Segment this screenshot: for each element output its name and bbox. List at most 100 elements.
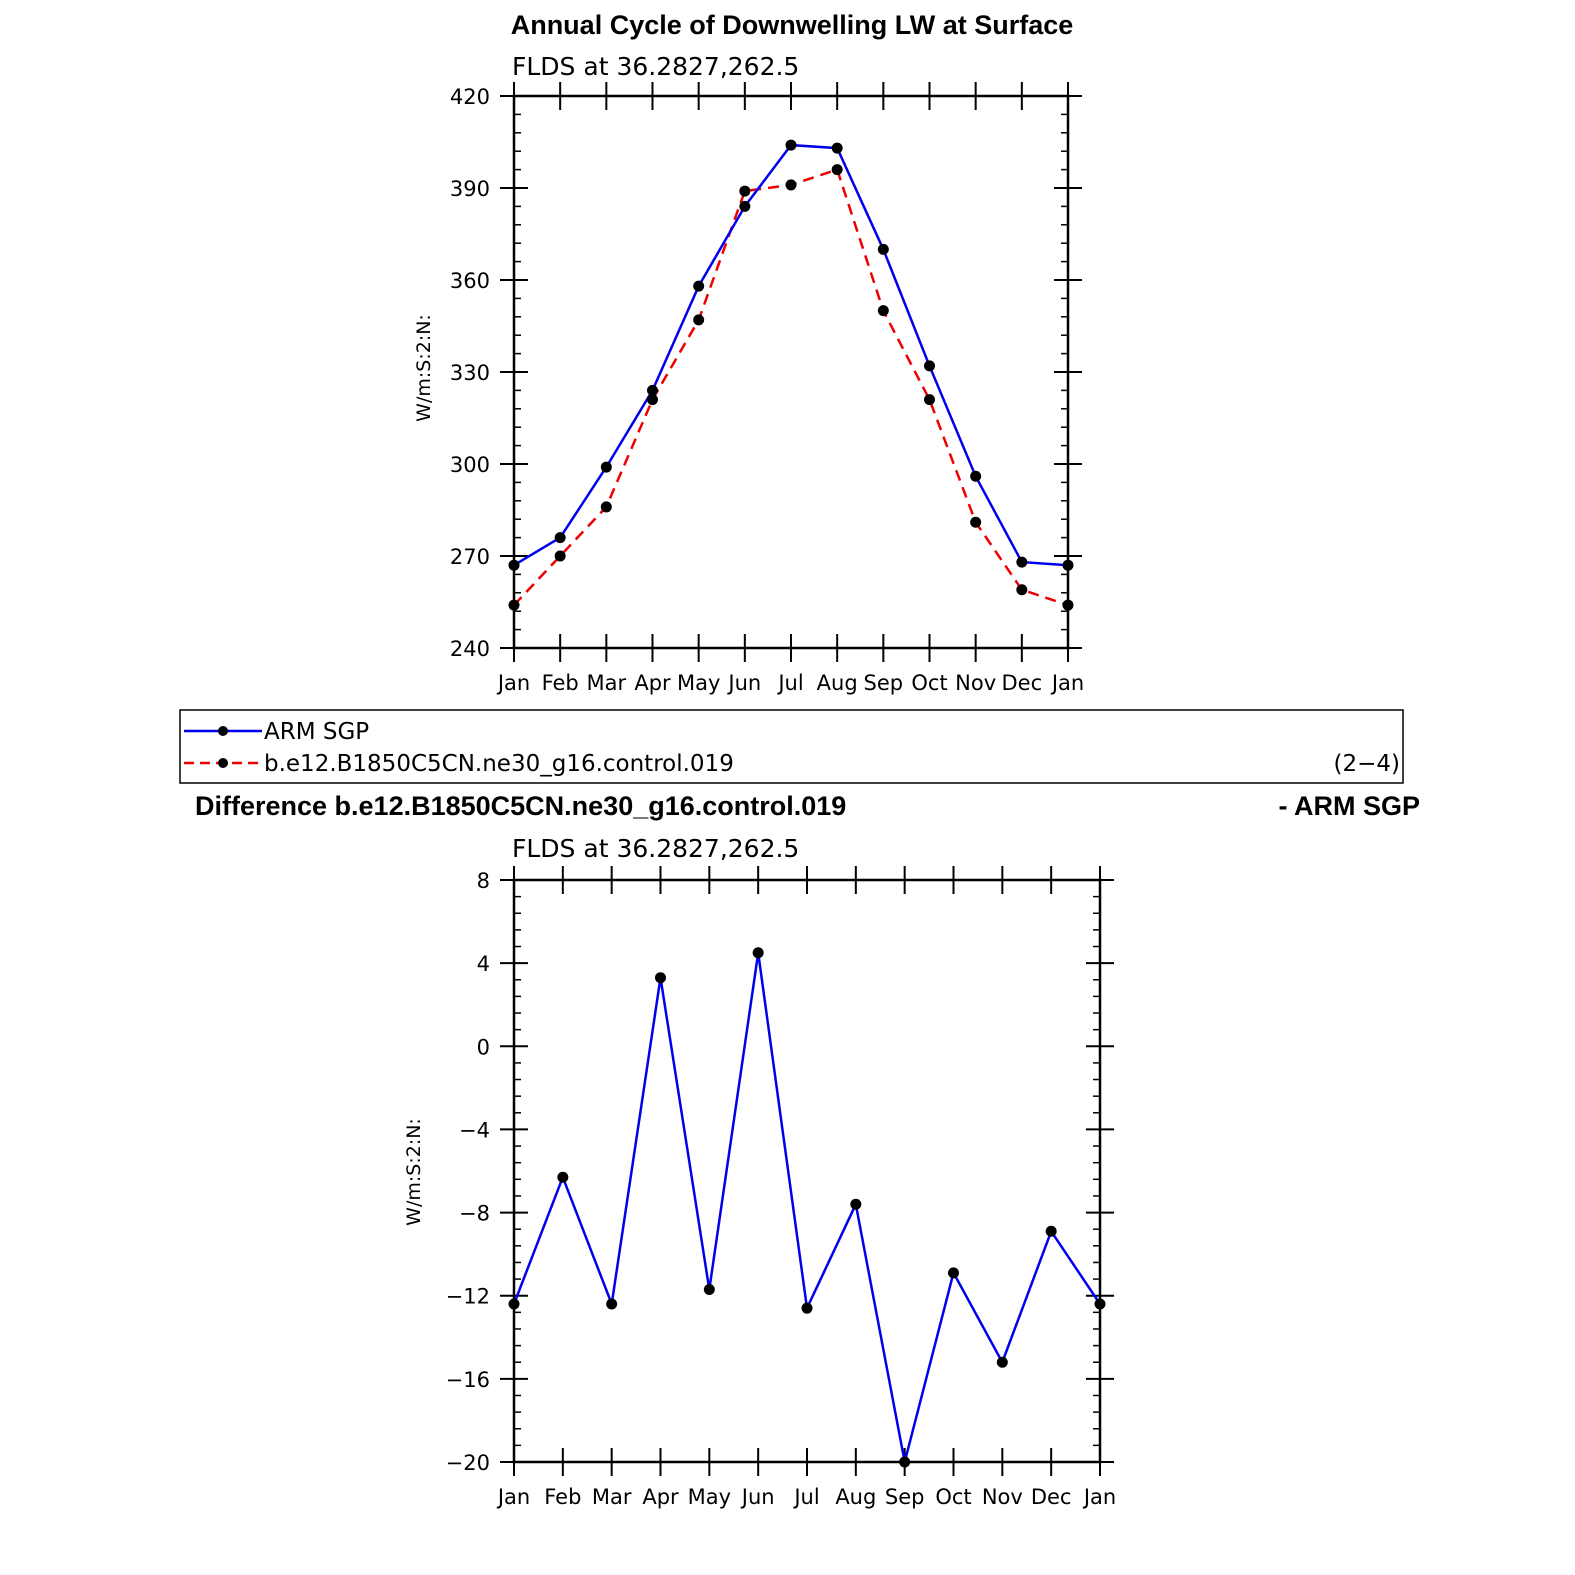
bottom-chart-ytick-label: 4 — [477, 952, 490, 976]
bottom-chart-series-0-point — [703, 1283, 715, 1295]
bottom-chart-series-0-point — [996, 1356, 1008, 1368]
top-chart-series-0-point — [785, 139, 797, 151]
top-chart-series-1-point — [600, 501, 612, 513]
top-chart-series-1-point — [785, 179, 797, 191]
bottom-chart-series-0-point — [1094, 1298, 1106, 1310]
legend-box — [179, 709, 1404, 784]
bottom-chart-ytick-label: −4 — [459, 1118, 490, 1142]
top-chart-ytick-label: 360 — [450, 269, 490, 293]
bottom-chart-xtick-label: Nov — [982, 1485, 1023, 1509]
bottom-chart-series-0-point — [752, 947, 764, 959]
top-chart-series-1-point — [877, 305, 889, 317]
bottom-chart-ytick-label: 8 — [477, 869, 490, 893]
bottom-chart-xtick-label: Apr — [642, 1485, 679, 1509]
bottom-chart-series-0-line — [512, 952, 1102, 1463]
diff-title-left: Difference b.e12.B1850C5CN.ne30_g16.cont… — [195, 791, 846, 821]
bottom-chart-ytick-label: −20 — [446, 1451, 490, 1475]
top-chart-title: Annual Cycle of Downwelling LW at Surfac… — [511, 10, 1074, 40]
top-chart-series-1-point — [831, 164, 843, 176]
bottom-chart-ytick-label: −16 — [446, 1368, 490, 1392]
bottom-chart-series-0-point — [606, 1298, 618, 1310]
top-chart-series-0-point — [831, 142, 843, 154]
top-chart-series-0-point — [554, 532, 566, 544]
bottom-chart-ylabel: W/m:S:2:N: — [403, 1118, 425, 1226]
top-chart-xtick-label: Feb — [542, 671, 579, 695]
bottom-chart-series-0-point — [508, 1298, 520, 1310]
bottom-chart-plot: −20 −16 −12 −8 −4 0 4 8 Jan Feb Mar Apr May Jun Jul Aug… — [446, 866, 1116, 1509]
bottom-chart-xtick-label: May — [688, 1485, 731, 1509]
bottom-chart-xtick-label: Aug — [835, 1485, 876, 1509]
legend-label-obs: ARM SGP — [264, 719, 369, 745]
bottom-chart-xtick-label: Jan — [496, 1485, 530, 1509]
top-chart-ytick-label: 420 — [450, 85, 490, 109]
top-chart-series-0-point — [693, 280, 705, 292]
top-chart-series-1-point — [739, 185, 751, 197]
top-chart-series-1-point — [554, 550, 566, 562]
top-chart-series-0-point — [877, 243, 889, 255]
top-chart-series-0-point — [508, 559, 520, 571]
bottom-chart-xtick-label: Jun — [740, 1485, 775, 1509]
top-chart-series-1-point — [693, 314, 705, 326]
top-chart-xtick-label: Nov — [955, 671, 996, 695]
legend-marker-model — [218, 758, 228, 768]
top-chart-ytick-label: 330 — [450, 361, 490, 385]
top-chart-plot: 240 270 300 330 360 390 420 Jan Feb Mar Apr May Jun J… — [450, 82, 1084, 695]
bottom-chart-series-0-point — [850, 1198, 862, 1210]
bottom-chart-series-0-point — [557, 1171, 569, 1183]
bottom-chart-series-0-point — [1045, 1225, 1057, 1237]
legend-label-model: b.e12.B1850C5CN.ne30_g16.control.019 — [264, 751, 734, 777]
top-chart-series-0-line — [513, 143, 1069, 567]
top-chart-ylabel: W/m:S:2:N: — [413, 314, 435, 422]
top-chart-series-0-point — [1062, 559, 1074, 571]
top-chart-series-0-point — [600, 461, 612, 473]
top-chart-ytick-label: 390 — [450, 177, 490, 201]
bottom-chart-xtick-label: Feb — [544, 1485, 581, 1509]
top-chart-xtick-label: Jul — [776, 671, 803, 695]
bottom-chart-xtick-label: Mar — [592, 1485, 632, 1509]
bottom-chart-subtitle: FLDS at 36.2827,262.5 — [512, 834, 799, 863]
bottom-chart-ytick-label: −12 — [446, 1285, 490, 1309]
legend: ARM SGP b.e12.B1850C5CN.ne30_g16.control… — [179, 709, 1404, 784]
top-chart-series-0-point — [739, 200, 751, 212]
top-chart-series-1-point — [924, 394, 935, 406]
top-chart-series-1-point — [970, 516, 982, 528]
bottom-chart-series-0-point — [899, 1456, 911, 1468]
top-chart-xtick-label: Sep — [864, 671, 904, 695]
bottom-chart-series-0-point — [948, 1267, 959, 1279]
bottom-chart-series-0-point — [655, 972, 666, 984]
top-chart-xtick-label: Jan — [1050, 671, 1084, 695]
top-chart-series-1-point — [1062, 599, 1074, 611]
top-chart-xtick-label: Mar — [587, 671, 627, 695]
top-chart-xtick-label: Aug — [817, 671, 858, 695]
top-chart-subtitle: FLDS at 36.2827,262.5 — [512, 52, 799, 81]
top-chart-series-0-point — [924, 360, 935, 372]
bottom-chart-frame — [512, 878, 1102, 1464]
top-chart-ytick-label: 300 — [450, 453, 490, 477]
bottom-chart-xtick-label: Oct — [935, 1485, 971, 1509]
top-chart-xtick-label: Oct — [911, 671, 947, 695]
bottom-chart-ytick-label: 0 — [477, 1035, 490, 1059]
top-chart-series-0-point — [1016, 556, 1028, 568]
top-chart-series-1-line — [513, 168, 1069, 607]
top-chart-series-0-point — [970, 470, 982, 482]
top-chart-xtick-label: Dec — [1002, 671, 1043, 695]
bottom-chart-xtick-label: Sep — [885, 1485, 925, 1509]
top-chart-ytick-label: 270 — [450, 545, 490, 569]
bottom-chart-xtick-label: Dec — [1031, 1485, 1072, 1509]
legend-marker-obs — [218, 726, 228, 736]
top-chart-xtick-label: Jan — [496, 671, 530, 695]
top-chart-series-1-point — [647, 394, 658, 406]
legend-note: (2−4) — [1334, 751, 1400, 777]
top-chart-xtick-label: May — [677, 671, 720, 695]
top-chart-frame — [512, 94, 1070, 650]
bottom-chart-ytick-label: −8 — [459, 1202, 490, 1226]
diff-title-right: - ARM SGP — [1279, 791, 1421, 821]
top-chart-ytick-label: 240 — [450, 637, 490, 661]
bottom-chart-series-0-point — [801, 1302, 813, 1314]
top-chart-series-0-point — [647, 384, 658, 396]
bottom-chart-xtick-label: Jan — [1082, 1485, 1116, 1509]
top-chart-series-1-point — [1016, 584, 1028, 596]
top-chart-xtick-label: Apr — [634, 671, 671, 695]
top-chart-series-1-point — [508, 599, 520, 611]
